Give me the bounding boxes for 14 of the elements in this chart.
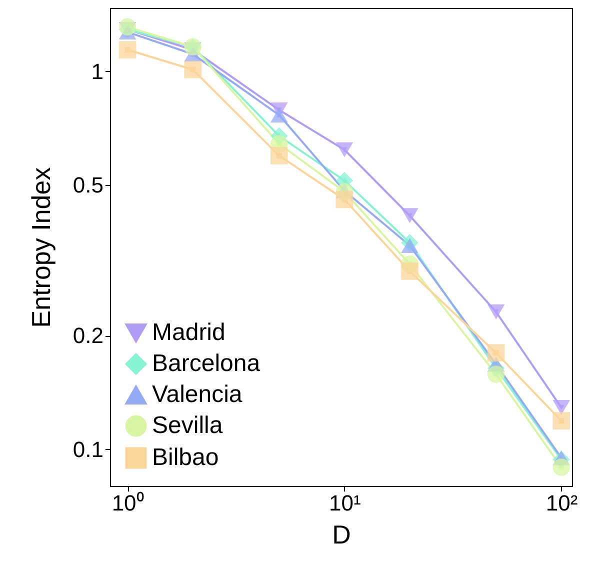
y-tick-label: 0.5 bbox=[72, 172, 104, 198]
x-tick-label: 10¹ bbox=[329, 490, 361, 516]
x-axis-title: D bbox=[332, 520, 351, 550]
y-tick-label: 0.2 bbox=[72, 323, 104, 348]
y-axis-title: Entropy Index bbox=[26, 167, 56, 328]
x-tick-label: 10⁰ bbox=[112, 490, 144, 516]
legend-label: Madrid bbox=[152, 319, 226, 346]
x-tick-label: 10² bbox=[546, 490, 578, 516]
legend-label: Valencia bbox=[152, 381, 243, 408]
y-tick-label: 1 bbox=[91, 58, 104, 84]
legend-label: Sevilla bbox=[152, 412, 224, 439]
legend-label: Barcelona bbox=[152, 350, 261, 377]
legend-label: Bilbao bbox=[152, 444, 219, 471]
y-tick-label: 0.1 bbox=[72, 436, 104, 462]
